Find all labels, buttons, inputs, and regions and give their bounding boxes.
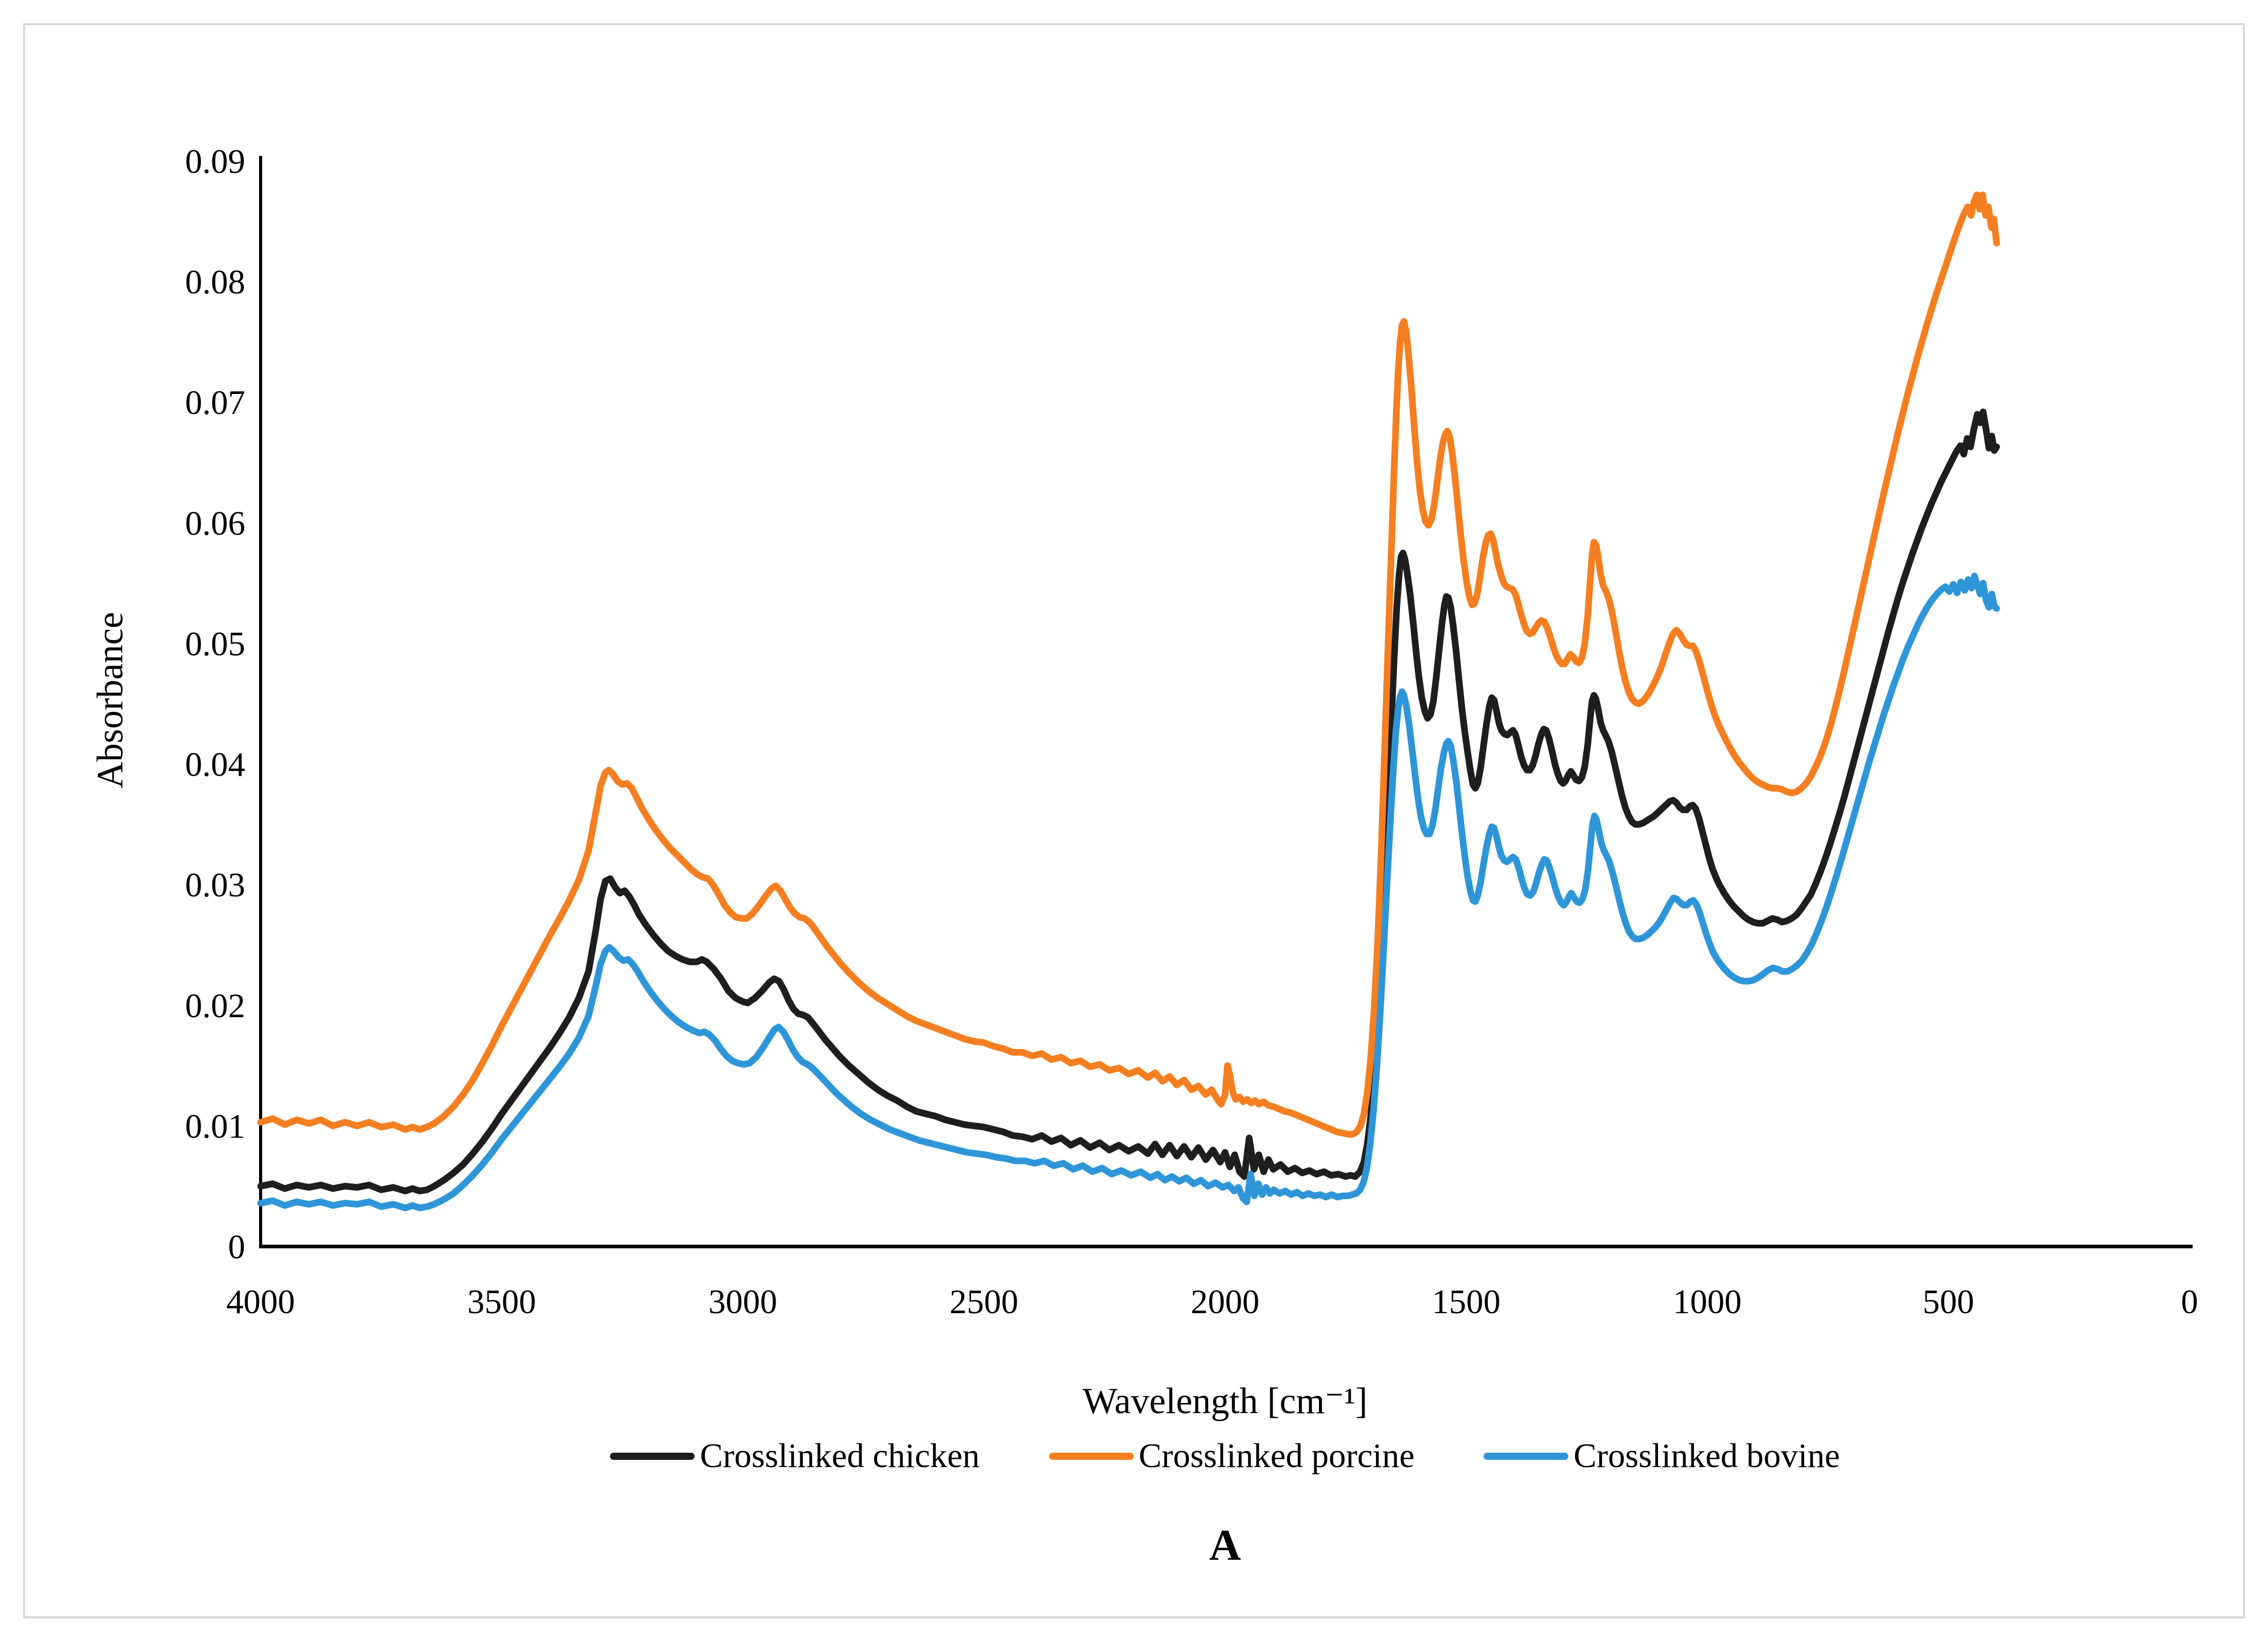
y-tick-label: 0.06: [185, 504, 245, 542]
legend-item-porcine: Crosslinked porcine: [1049, 1436, 1415, 1476]
y-tick-label: 0: [228, 1228, 246, 1266]
x-axis-title: Wavelength [cm⁻¹]: [1082, 1380, 1368, 1421]
panel-label: A: [1209, 1520, 1241, 1570]
x-tick-label: 1000: [1673, 1283, 1742, 1321]
y-tick-label: 0.03: [185, 866, 245, 904]
figure-border: [23, 23, 2245, 1618]
x-tick-label: 4000: [226, 1283, 295, 1321]
y-tick-label: 0.02: [185, 987, 245, 1025]
y-tick-label: 0.05: [185, 625, 245, 663]
x-tick-label: 2500: [950, 1283, 1018, 1321]
y-axis-title: Absorbance: [89, 612, 131, 788]
legend-swatch-chicken-line-icon: [610, 1452, 695, 1460]
y-tick-label: 0.08: [185, 263, 245, 301]
y-tick-label: 0.09: [185, 143, 245, 181]
series-path-crosslinked-bovine: [257, 572, 2000, 1212]
legend-label-porcine: Crosslinked porcine: [1138, 1437, 1415, 1475]
x-tick-label: 3500: [467, 1283, 536, 1321]
legend: Crosslinked chicken Crosslinked porcine …: [261, 1436, 2190, 1476]
x-tick-label: 1500: [1432, 1283, 1501, 1321]
x-tick-label: 500: [1923, 1283, 1975, 1321]
legend-label-bovine: Crosslinked bovine: [1573, 1437, 1840, 1475]
series-path-crosslinked-chicken: [257, 408, 2000, 1195]
x-tick-label: 0: [2181, 1283, 2198, 1321]
legend-swatch-porcine-line-icon: [1049, 1452, 1134, 1460]
legend-label-chicken: Crosslinked chicken: [700, 1437, 980, 1475]
x-tick-label: 3000: [708, 1283, 777, 1321]
y-tick-label: 0.04: [185, 746, 245, 784]
legend-item-bovine: Crosslinked bovine: [1484, 1436, 1840, 1476]
series-path-crosslinked-porcine: [257, 191, 2000, 1138]
x-tick-label: 2000: [1191, 1283, 1259, 1321]
legend-item-chicken: Crosslinked chicken: [610, 1436, 980, 1476]
legend-swatch-bovine-line-icon: [1484, 1452, 1569, 1460]
y-tick-label: 0.01: [185, 1107, 245, 1145]
y-tick-label: 0.07: [185, 384, 245, 422]
